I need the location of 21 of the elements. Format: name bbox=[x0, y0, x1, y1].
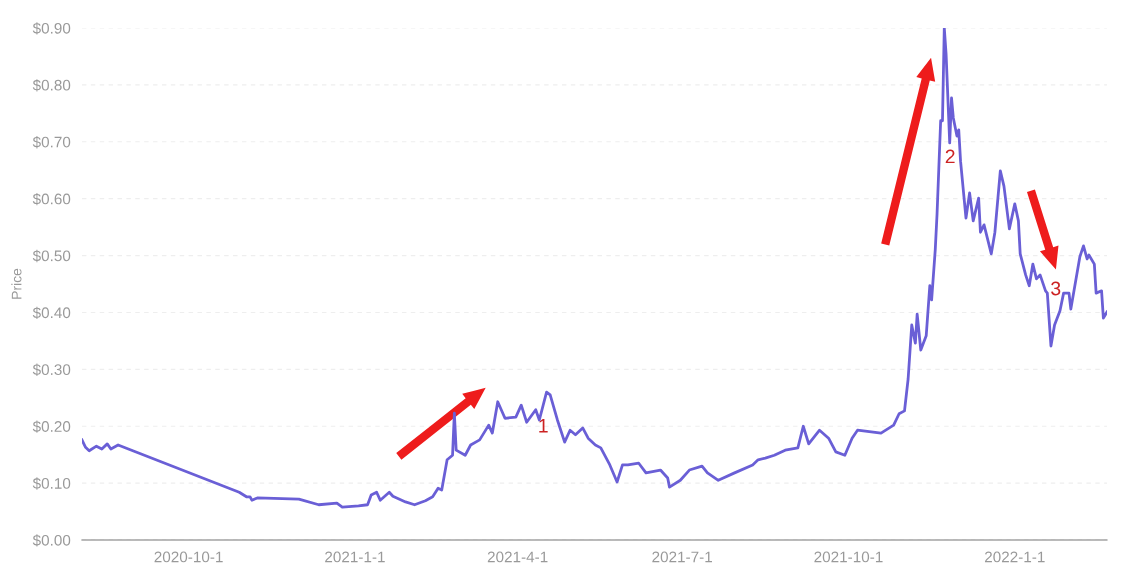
y-tick-label: $0.40 bbox=[32, 306, 71, 320]
x-tick-label: 2021-4-1 bbox=[487, 551, 548, 563]
annotation: 3 bbox=[1051, 281, 1061, 296]
y-tick-label: $0.80 bbox=[32, 79, 71, 92]
y-tick-label: $0.60 bbox=[32, 192, 71, 206]
annotation: 2 bbox=[945, 149, 955, 164]
y-tick-label: $0.20 bbox=[32, 420, 71, 433]
x-tick-label: 2021-1-1 bbox=[325, 551, 385, 563]
y-tick-label: $0.10 bbox=[32, 477, 71, 490]
annotation: 1 bbox=[539, 419, 548, 433]
x-tick-label: 2022-1-1 bbox=[984, 551, 1045, 563]
y-tick-label: $0.90 bbox=[32, 22, 71, 35]
x-tick-label: 2021-10-1 bbox=[814, 551, 883, 563]
x-tick-label: 2021-7-1 bbox=[652, 551, 712, 563]
y-tick-label: $0.70 bbox=[32, 136, 71, 149]
line-series bbox=[81, 28, 1107, 509]
y-axis-title: Price bbox=[11, 268, 22, 299]
y-tick-label: $0.30 bbox=[32, 363, 71, 376]
y-tick-label: $0.00 bbox=[32, 534, 71, 547]
y-tick-label: $0.50 bbox=[32, 249, 71, 263]
x-tick-label: 2020-10-1 bbox=[154, 551, 223, 563]
